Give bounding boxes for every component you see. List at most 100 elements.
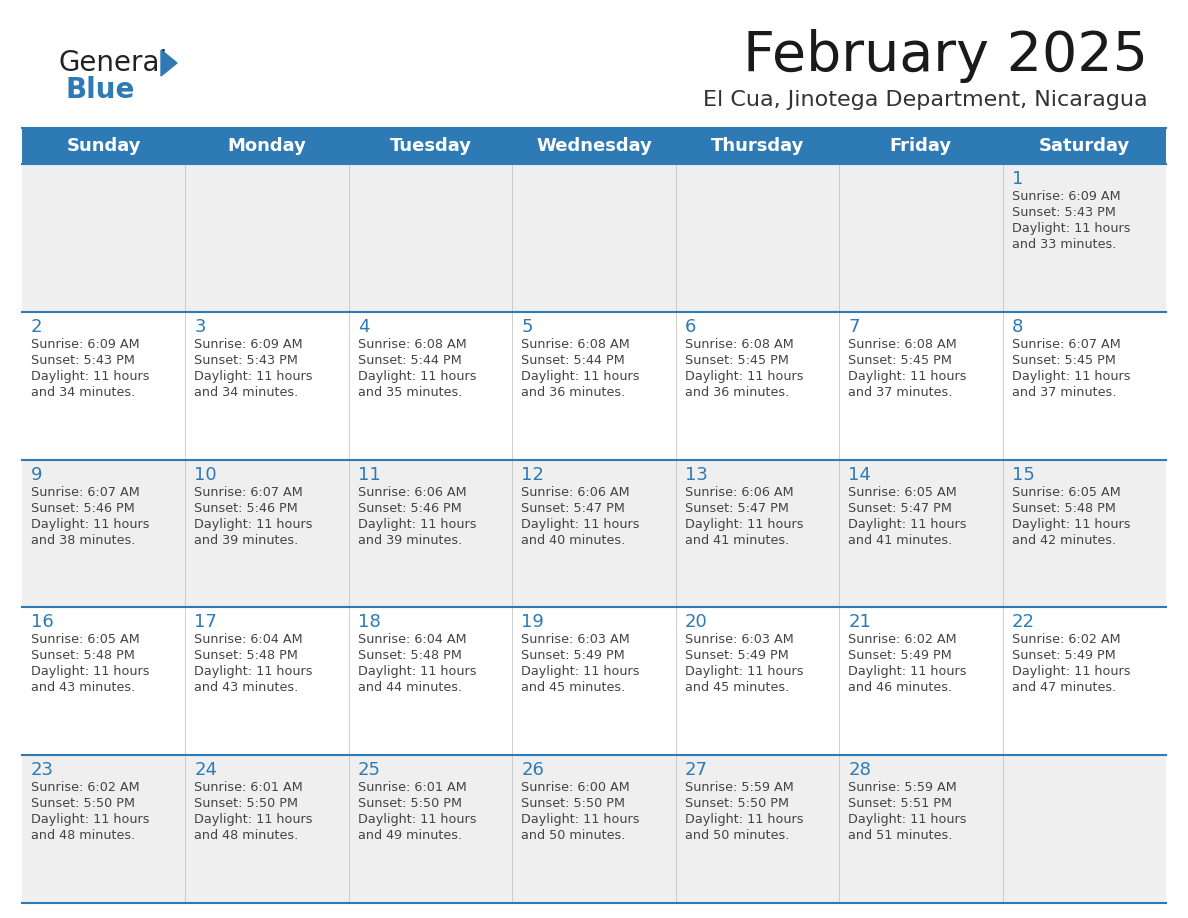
Text: Sunset: 5:50 PM: Sunset: 5:50 PM [684,797,789,811]
Text: 4: 4 [358,318,369,336]
Text: Sunrise: 6:08 AM: Sunrise: 6:08 AM [522,338,630,351]
Text: Sunrise: 6:02 AM: Sunrise: 6:02 AM [1011,633,1120,646]
Text: Daylight: 11 hours: Daylight: 11 hours [358,813,476,826]
Text: 11: 11 [358,465,380,484]
Text: Sunset: 5:43 PM: Sunset: 5:43 PM [1011,206,1116,219]
Text: 26: 26 [522,761,544,779]
Text: Sunrise: 5:59 AM: Sunrise: 5:59 AM [684,781,794,794]
Text: 20: 20 [684,613,708,632]
Text: Sunrise: 6:06 AM: Sunrise: 6:06 AM [684,486,794,498]
Bar [23,608,1165,756]
Polygon shape [162,50,177,76]
Text: Daylight: 11 hours: Daylight: 11 hours [358,666,476,678]
Text: 25: 25 [358,761,381,779]
Text: Sunset: 5:43 PM: Sunset: 5:43 PM [195,353,298,367]
Text: Daylight: 11 hours: Daylight: 11 hours [684,666,803,678]
Text: Sunrise: 5:59 AM: Sunrise: 5:59 AM [848,781,956,794]
Text: Daylight: 11 hours: Daylight: 11 hours [358,518,476,531]
Text: Sunrise: 6:05 AM: Sunrise: 6:05 AM [1011,486,1120,498]
Bar [23,756,1165,903]
Text: Sunrise: 6:07 AM: Sunrise: 6:07 AM [1011,338,1120,351]
Text: Sunset: 5:51 PM: Sunset: 5:51 PM [848,797,952,811]
Text: Monday: Monday [228,137,307,155]
Text: Sunset: 5:49 PM: Sunset: 5:49 PM [684,649,789,663]
Text: 6: 6 [684,318,696,336]
Text: Daylight: 11 hours: Daylight: 11 hours [1011,370,1130,383]
Text: Sunrise: 6:09 AM: Sunrise: 6:09 AM [31,338,140,351]
Text: and 37 minutes.: and 37 minutes. [1011,386,1116,398]
Text: Sunset: 5:44 PM: Sunset: 5:44 PM [522,353,625,367]
Text: Daylight: 11 hours: Daylight: 11 hours [31,518,150,531]
Text: Sunrise: 6:04 AM: Sunrise: 6:04 AM [195,633,303,646]
Text: Sunrise: 6:05 AM: Sunrise: 6:05 AM [31,633,140,646]
Text: 22: 22 [1011,613,1035,632]
Text: Daylight: 11 hours: Daylight: 11 hours [195,813,312,826]
Text: 2: 2 [31,318,43,336]
Text: Daylight: 11 hours: Daylight: 11 hours [31,370,150,383]
Text: Daylight: 11 hours: Daylight: 11 hours [31,666,150,678]
Text: Sunset: 5:48 PM: Sunset: 5:48 PM [1011,501,1116,515]
Text: Sunset: 5:45 PM: Sunset: 5:45 PM [1011,353,1116,367]
Text: Sunrise: 6:07 AM: Sunrise: 6:07 AM [195,486,303,498]
Text: and 36 minutes.: and 36 minutes. [684,386,789,398]
Text: Daylight: 11 hours: Daylight: 11 hours [684,813,803,826]
Text: Friday: Friday [890,137,952,155]
Text: and 34 minutes.: and 34 minutes. [31,386,135,398]
Text: Daylight: 11 hours: Daylight: 11 hours [195,518,312,531]
Text: and 40 minutes.: and 40 minutes. [522,533,626,546]
Text: and 41 minutes.: and 41 minutes. [684,533,789,546]
Text: Sunset: 5:48 PM: Sunset: 5:48 PM [195,649,298,663]
Text: Sunrise: 6:01 AM: Sunrise: 6:01 AM [358,781,467,794]
Text: Sunrise: 6:09 AM: Sunrise: 6:09 AM [195,338,303,351]
Text: Sunrise: 6:08 AM: Sunrise: 6:08 AM [358,338,467,351]
Text: and 48 minutes.: and 48 minutes. [195,829,298,842]
Text: and 34 minutes.: and 34 minutes. [195,386,298,398]
Text: Sunset: 5:49 PM: Sunset: 5:49 PM [522,649,625,663]
Text: 27: 27 [684,761,708,779]
Text: Daylight: 11 hours: Daylight: 11 hours [848,370,967,383]
Text: General: General [58,49,168,77]
Text: and 37 minutes.: and 37 minutes. [848,386,953,398]
Text: Daylight: 11 hours: Daylight: 11 hours [848,666,967,678]
Bar [23,128,1165,164]
Text: Sunrise: 6:06 AM: Sunrise: 6:06 AM [522,486,630,498]
Text: 21: 21 [848,613,871,632]
Text: 12: 12 [522,465,544,484]
Bar [23,460,1165,608]
Text: Sunset: 5:43 PM: Sunset: 5:43 PM [31,353,135,367]
Text: February 2025: February 2025 [742,29,1148,83]
Text: Sunrise: 6:05 AM: Sunrise: 6:05 AM [848,486,956,498]
Text: Sunrise: 6:02 AM: Sunrise: 6:02 AM [31,781,140,794]
Text: and 39 minutes.: and 39 minutes. [195,533,298,546]
Text: Sunrise: 6:08 AM: Sunrise: 6:08 AM [684,338,794,351]
Text: Sunrise: 6:00 AM: Sunrise: 6:00 AM [522,781,630,794]
Text: Daylight: 11 hours: Daylight: 11 hours [522,813,640,826]
Text: and 50 minutes.: and 50 minutes. [522,829,626,842]
Text: Sunset: 5:47 PM: Sunset: 5:47 PM [684,501,789,515]
Text: 3: 3 [195,318,206,336]
Text: Sunset: 5:49 PM: Sunset: 5:49 PM [1011,649,1116,663]
Text: and 45 minutes.: and 45 minutes. [522,681,626,694]
Text: 9: 9 [31,465,43,484]
Text: 8: 8 [1011,318,1023,336]
Text: 10: 10 [195,465,217,484]
Text: Sunrise: 6:03 AM: Sunrise: 6:03 AM [522,633,630,646]
Text: Daylight: 11 hours: Daylight: 11 hours [1011,222,1130,235]
Text: Sunrise: 6:04 AM: Sunrise: 6:04 AM [358,633,467,646]
Text: Sunset: 5:46 PM: Sunset: 5:46 PM [358,501,462,515]
Text: Sunset: 5:46 PM: Sunset: 5:46 PM [195,501,298,515]
Text: Sunrise: 6:02 AM: Sunrise: 6:02 AM [848,633,956,646]
Text: Sunrise: 6:07 AM: Sunrise: 6:07 AM [31,486,140,498]
Text: 14: 14 [848,465,871,484]
Text: El Cua, Jinotega Department, Nicaragua: El Cua, Jinotega Department, Nicaragua [703,90,1148,110]
Text: Sunset: 5:48 PM: Sunset: 5:48 PM [358,649,462,663]
Text: Sunrise: 6:08 AM: Sunrise: 6:08 AM [848,338,956,351]
Text: 18: 18 [358,613,380,632]
Text: Sunset: 5:48 PM: Sunset: 5:48 PM [31,649,135,663]
Text: and 48 minutes.: and 48 minutes. [31,829,135,842]
Text: 1: 1 [1011,170,1023,188]
Text: and 33 minutes.: and 33 minutes. [1011,238,1116,251]
Text: and 44 minutes.: and 44 minutes. [358,681,462,694]
Text: Thursday: Thursday [710,137,804,155]
Text: Daylight: 11 hours: Daylight: 11 hours [684,370,803,383]
